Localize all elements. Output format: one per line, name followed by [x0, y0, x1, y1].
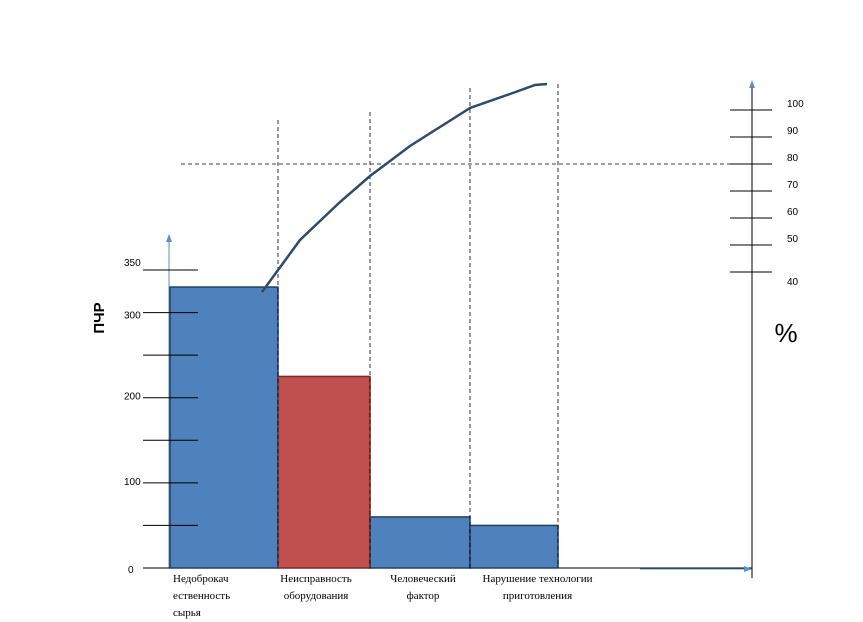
percent-tick-label: 80	[787, 153, 799, 164]
percent-label: %	[774, 318, 797, 348]
category-label-4: Нарушение технологии приготовления	[470, 571, 605, 605]
category-label-line: ественность	[173, 590, 231, 602]
cumulative-curve	[260, 82, 548, 293]
x-axis-arrow	[744, 566, 752, 572]
percent-tick-label: 90	[787, 126, 799, 137]
category-label-line: Неисправность	[280, 573, 352, 585]
dashed-boundaries	[277, 84, 559, 568]
category-label-line: сырья	[173, 607, 201, 619]
y-tick-label: 100	[124, 477, 141, 488]
right-ticks: 40 50 60 70 80 90 100	[730, 99, 804, 288]
percent-axis-arrow	[749, 80, 755, 88]
percent-tick-label: 40	[787, 277, 799, 288]
bar-3	[369, 516, 471, 569]
category-label-line: приготовления	[502, 590, 573, 602]
bar-4	[469, 524, 559, 569]
y-tick-label: 200	[124, 392, 141, 403]
category-label-line: Нарушение технологии	[482, 573, 593, 585]
percent-tick-label: 50	[787, 234, 799, 245]
category-label-line: Человеческий	[390, 573, 456, 585]
category-label-line: Недоброкач	[173, 573, 229, 585]
percent-tick-label: 60	[787, 207, 799, 218]
percent-tick-label: 70	[787, 180, 799, 191]
y-tick-label: 0	[128, 565, 134, 576]
bar-2	[277, 375, 371, 569]
y-tick-label: 300	[124, 311, 141, 322]
category-label-line: фактор	[406, 590, 440, 602]
bar-1	[169, 286, 279, 569]
y-axis-label: ПЧР	[91, 302, 108, 333]
y-tick-label: 350	[124, 258, 141, 269]
percent-tick-label: 100	[787, 99, 804, 110]
category-label-line: оборудования	[283, 590, 349, 602]
category-label-3: Человеческий фактор	[383, 571, 463, 605]
bars-group	[169, 286, 559, 569]
category-label-1: Недоброкач ественность сырья	[173, 571, 230, 622]
category-label-2: Неисправность оборудования	[275, 571, 357, 605]
left-ticks: 0 100 200 300 350	[124, 258, 198, 576]
y-axis-arrow	[166, 234, 172, 242]
